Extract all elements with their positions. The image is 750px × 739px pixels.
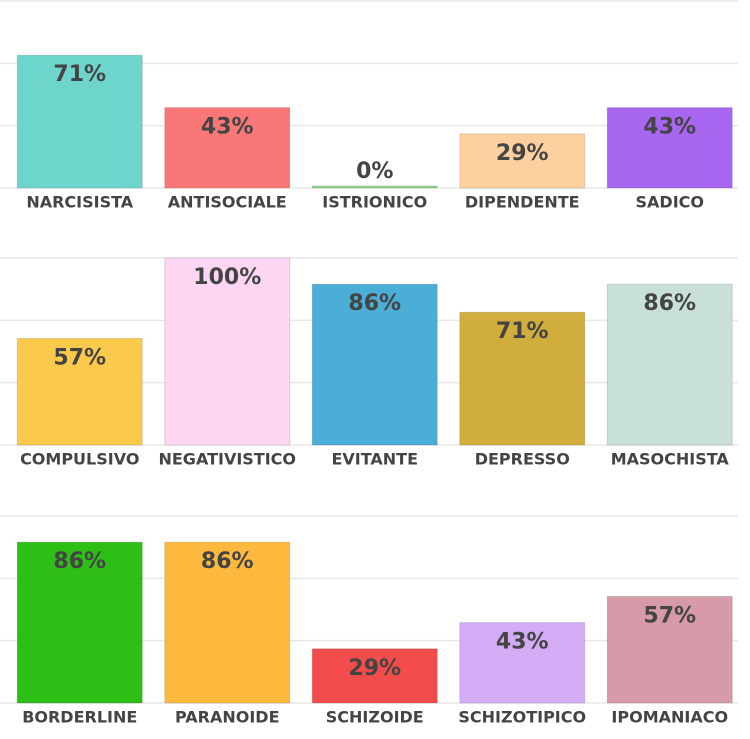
category-label: PARANOIDE (175, 708, 280, 727)
bar (311, 648, 438, 704)
category-label: DIPENDENTE (465, 193, 580, 212)
category-label: DEPRESSO (475, 450, 570, 469)
value-label: 29% (496, 141, 549, 166)
category-label: SADICO (636, 193, 704, 212)
bar (311, 283, 438, 446)
category-label: ANTISOCIALE (168, 193, 287, 212)
value-label: 86% (348, 291, 401, 316)
value-label: 86% (53, 549, 106, 574)
bar (164, 107, 291, 189)
category-label: SCHIZOIDE (326, 708, 424, 727)
value-label: 43% (201, 115, 254, 140)
category-label: ISTRIONICO (322, 193, 427, 212)
category-label: MASOCHISTA (611, 450, 730, 469)
value-label: 43% (496, 630, 549, 655)
bar (459, 133, 586, 189)
value-label: 0% (356, 159, 393, 184)
bar (16, 54, 143, 189)
bar (16, 541, 143, 704)
bar (606, 283, 733, 446)
category-label: COMPULSIVO (20, 450, 139, 469)
bar (311, 185, 438, 189)
category-label: IPOMANIACO (611, 708, 728, 727)
value-label: 57% (53, 345, 106, 370)
value-label: 43% (643, 115, 696, 140)
value-label: 29% (348, 656, 401, 681)
bar (459, 622, 586, 704)
value-label: 71% (496, 319, 549, 344)
bar (606, 595, 733, 704)
category-label: NARCISISTA (26, 193, 133, 212)
bar (606, 107, 733, 189)
value-label: 86% (201, 549, 254, 574)
category-label: EVITANTE (331, 450, 418, 469)
value-label: 100% (193, 265, 261, 290)
category-label: NEGATIVISTICO (158, 450, 296, 469)
bar (459, 311, 586, 446)
value-label: 71% (53, 62, 106, 87)
bar (164, 541, 291, 704)
category-label: BORDERLINE (22, 708, 137, 727)
value-label: 57% (643, 603, 696, 628)
value-label: 86% (643, 291, 696, 316)
bar (164, 257, 291, 446)
category-label: SCHIZOTIPICO (458, 708, 586, 727)
bar (16, 337, 143, 446)
